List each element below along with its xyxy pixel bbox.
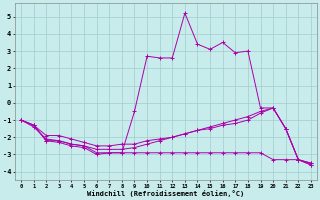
X-axis label: Windchill (Refroidissement éolien,°C): Windchill (Refroidissement éolien,°C) bbox=[87, 190, 244, 197]
